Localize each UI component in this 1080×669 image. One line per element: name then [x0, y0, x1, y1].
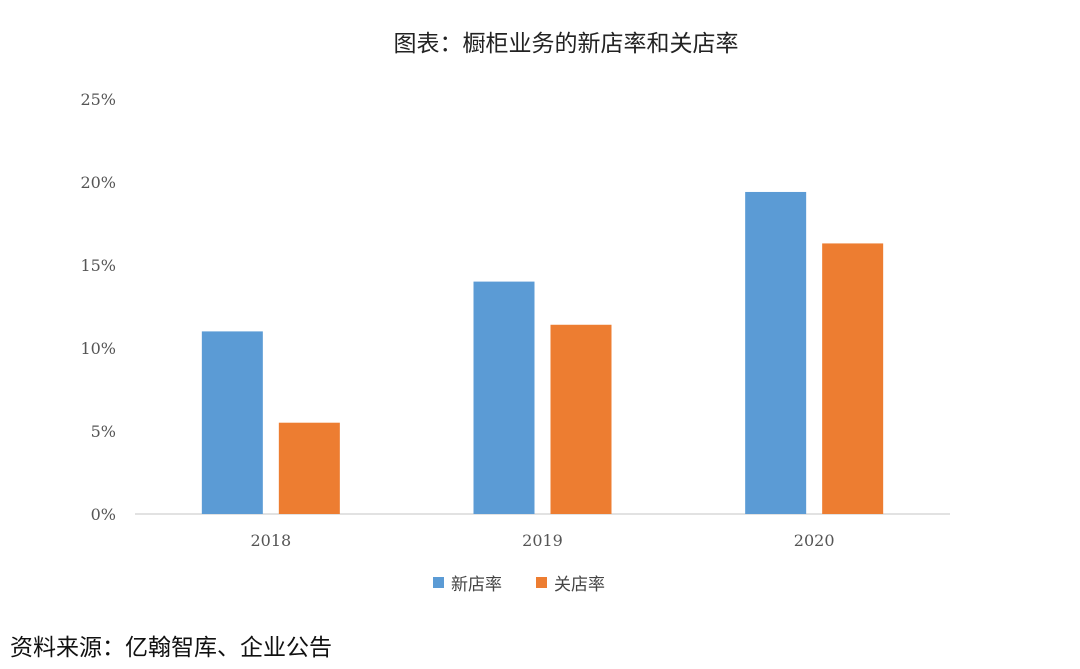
legend-swatch-new-store — [433, 577, 444, 588]
x-tick-label: 2018 — [250, 531, 291, 550]
source-note: 资料来源：亿翰智库、企业公告 — [10, 635, 332, 661]
bar-2018-new-store — [201, 331, 263, 514]
bar-2019-new-store — [473, 281, 535, 514]
bar-2019-closed-store — [550, 324, 612, 514]
x-axis-ticks: 2018 2019 2020 — [250, 531, 834, 550]
bar-2018-closed-store — [278, 422, 340, 514]
y-axis-ticks: 0% 5% 10% 15% 20% 25% — [80, 90, 116, 524]
legend-swatch-closed-store — [536, 577, 547, 588]
y-tick-label: 25% — [80, 90, 116, 109]
x-tick-label: 2019 — [522, 531, 563, 550]
y-tick-label: 10% — [80, 339, 116, 358]
legend-label-closed-store: 关店率 — [554, 575, 605, 595]
y-tick-label: 20% — [80, 173, 116, 192]
legend: 新店率 关店率 — [433, 575, 605, 595]
bar-2020-closed-store — [822, 243, 884, 515]
y-tick-label: 5% — [91, 422, 116, 441]
y-tick-label: 15% — [80, 256, 116, 275]
chart-title: 图表：橱柜业务的新店率和关店率 — [394, 31, 739, 57]
y-tick-label: 0% — [91, 505, 116, 524]
x-tick-label: 2020 — [794, 531, 835, 550]
bar-group — [201, 191, 884, 515]
legend-label-new-store: 新店率 — [451, 575, 502, 595]
bar-2020-new-store — [745, 191, 807, 514]
